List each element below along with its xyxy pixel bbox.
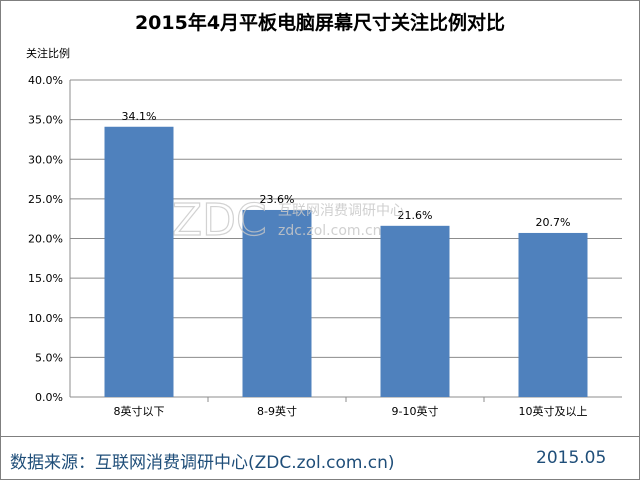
bar bbox=[518, 232, 588, 397]
bar bbox=[104, 126, 174, 397]
y-axis-label: 关注比例 bbox=[26, 47, 70, 60]
data-label: 20.7% bbox=[536, 216, 571, 229]
data-label: 21.6% bbox=[398, 209, 433, 222]
x-tick-label: 9-10英寸 bbox=[392, 404, 439, 418]
y-tick-label: 25.0% bbox=[28, 193, 63, 206]
y-tick-label: 5.0% bbox=[35, 351, 63, 364]
y-tick-label: 30.0% bbox=[28, 153, 63, 166]
x-tick-label: 8英寸以下 bbox=[114, 404, 165, 418]
chart-title: 2015年4月平板电脑屏幕尺寸关注比例对比 bbox=[134, 12, 506, 34]
x-tick-label: 10英寸及以上 bbox=[519, 404, 588, 418]
y-tick-label: 10.0% bbox=[28, 312, 63, 325]
bar-chart: 0.0% 5.0% 10.0% 15.0% 20.0% 25.0% 30.0% 35.0% 40… bbox=[28, 74, 622, 418]
data-label: 34.1% bbox=[122, 110, 157, 123]
y-tick-label: 15.0% bbox=[28, 272, 63, 285]
footer-divider bbox=[0, 436, 640, 437]
bar bbox=[242, 209, 312, 397]
bar bbox=[380, 225, 450, 397]
footer-date: 2015.05 bbox=[536, 448, 607, 468]
y-tick-label: 40.0% bbox=[28, 74, 63, 87]
data-label: 23.6% bbox=[260, 193, 295, 206]
x-tick-label: 8-9英寸 bbox=[257, 404, 297, 418]
y-tick-label: 20.0% bbox=[28, 233, 63, 246]
footer-source: 数据来源：互联网消费调研中心(ZDC.zol.com.cn) bbox=[10, 453, 395, 473]
y-tick-label: 0.0% bbox=[35, 391, 63, 404]
y-tick-label: 35.0% bbox=[28, 114, 63, 127]
